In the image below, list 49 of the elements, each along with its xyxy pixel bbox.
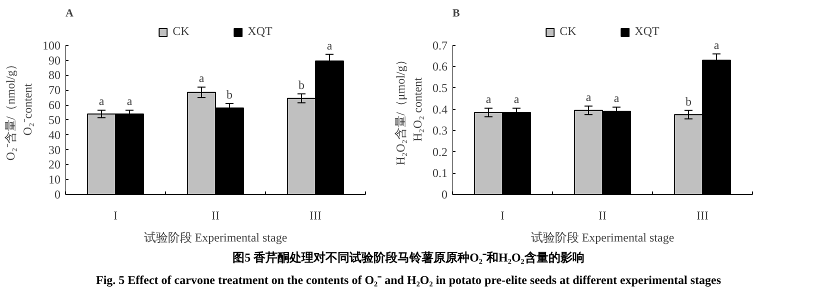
y-tick-label: 80 xyxy=(48,68,60,82)
x-axis-title: 试验阶段 Experimental stage xyxy=(530,230,674,244)
annotation: a xyxy=(486,92,492,106)
annotation: a xyxy=(714,38,720,52)
annotation: b xyxy=(226,88,232,102)
y-tick-label: 0.2 xyxy=(432,144,448,159)
x-tick-label: III xyxy=(310,208,322,222)
y-tick-label: 0 xyxy=(442,188,448,202)
annotation: a xyxy=(586,90,592,104)
x-tick-label: I xyxy=(500,208,504,222)
y-tick-label: 0 xyxy=(54,188,60,202)
chart-title: A xyxy=(66,8,74,20)
caption: Fig. 5 Effect of carvone treatment on the contents of O₂⁻ and H₂O₂ in potato pre-elite seeds at different experimental stages xyxy=(96,273,722,287)
y-tick-label: 70 xyxy=(48,83,60,98)
annotation: a xyxy=(514,92,520,106)
y-tick-label: 0.4 xyxy=(432,102,448,116)
y-tick-label: 0.5 xyxy=(432,80,448,95)
annotation: b xyxy=(298,78,304,92)
y-tick-label: 50 xyxy=(48,112,60,127)
annotation: b xyxy=(686,94,692,108)
legend-label: CK xyxy=(172,24,190,39)
y-tick-label: 20 xyxy=(48,158,60,172)
y-tick-label: 40 xyxy=(48,128,60,142)
x-tick-label: I xyxy=(114,208,118,222)
y-tick-label: 0.6 xyxy=(432,60,448,74)
annotation: a xyxy=(614,91,620,106)
y-tick-label: 10 xyxy=(48,172,60,187)
annotation: a xyxy=(98,94,105,108)
x-tick-label: II xyxy=(598,208,607,222)
y-axis-title: H₂O₂含量/（μmol/g） H₂O₂ content xyxy=(394,54,424,166)
y-tick-label: 0.7 xyxy=(432,38,448,52)
legend-label: XQT xyxy=(248,24,272,39)
annotation: a xyxy=(198,71,205,86)
y-tick-label: 0.3 xyxy=(432,124,448,138)
y-tick-label: 0.1 xyxy=(432,166,448,180)
legend-label: XQT xyxy=(634,24,660,39)
y-tick-label: 30 xyxy=(48,142,60,157)
legend-label: CK xyxy=(560,24,578,39)
annotation: a xyxy=(326,38,333,52)
y-tick-label: 100 xyxy=(42,38,60,52)
x-axis-title: 试验阶段 Experimental stage xyxy=(144,230,288,244)
y-tick-label: 60 xyxy=(48,98,60,112)
y-axis-title: O₂⁻含量/（nmol/g） O₂⁻content xyxy=(4,58,34,161)
x-tick-label: III xyxy=(696,208,709,222)
y-tick-label: 90 xyxy=(48,53,60,68)
annotation: a xyxy=(126,94,133,108)
chart-title: B xyxy=(452,8,460,20)
caption: 图5 香芹酮处理对不同试验阶段马铃薯原原种O₂⁻和H₂O₂含量的影响 xyxy=(232,250,584,264)
x-tick-label: II xyxy=(212,208,220,222)
